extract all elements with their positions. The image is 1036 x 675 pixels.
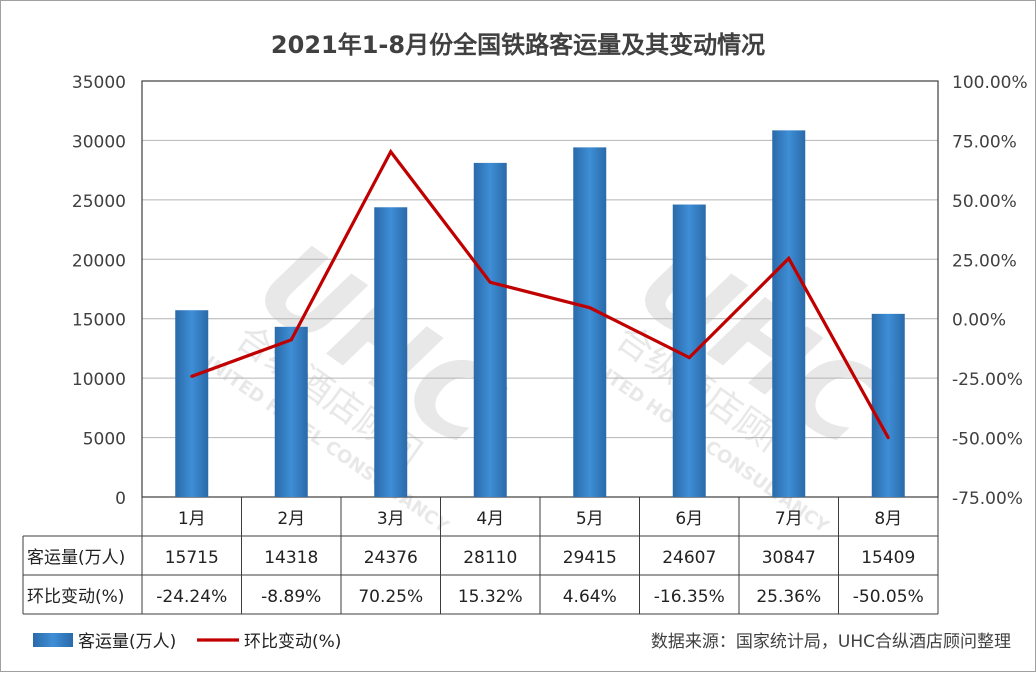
data-label: 14318 xyxy=(264,548,318,568)
y-left-tick-label: 10000 xyxy=(72,370,126,390)
y-axis-left: 35000 30000 25000 20000 15000 10000 5000 0 xyxy=(72,73,126,509)
y-right-tick-label: -50.00% xyxy=(952,430,1023,450)
series-line xyxy=(191,148,890,439)
bar xyxy=(573,147,607,497)
x-tick-label: 3月 xyxy=(377,509,405,529)
data-label: 24607 xyxy=(662,548,716,568)
y-left-tick-label: 5000 xyxy=(83,430,126,450)
data-label: 70.25% xyxy=(358,587,423,607)
data-label: 28110 xyxy=(463,548,517,568)
y-left-tick-label: 35000 xyxy=(72,73,126,93)
y-right-tick-label: 100.00% xyxy=(952,73,1028,93)
x-tick-label: 1月 xyxy=(178,509,206,529)
x-tick-label: 5月 xyxy=(576,509,604,529)
line-point xyxy=(389,150,393,154)
x-tick-label: 8月 xyxy=(874,509,902,529)
x-tick-label: 7月 xyxy=(775,509,803,529)
grid-lines xyxy=(141,80,939,498)
y-left-tick-label: 15000 xyxy=(72,311,126,331)
legend-label: 环比变动(%) xyxy=(244,632,341,652)
bar xyxy=(274,326,308,497)
y-left-tick-label: 30000 xyxy=(72,132,126,152)
bar xyxy=(473,162,507,497)
bar xyxy=(374,207,408,497)
data-label: 4.64% xyxy=(563,587,617,607)
x-tick-label: 4月 xyxy=(476,509,504,529)
y-right-tick-label: 0.00% xyxy=(952,311,1006,331)
legend-swatch-bar xyxy=(33,633,73,647)
y-right-tick-label: 50.00% xyxy=(952,192,1017,212)
line-point xyxy=(289,338,293,342)
legend: 客运量(万人) 环比变动(%) xyxy=(33,632,341,652)
data-label: 15715 xyxy=(165,548,219,568)
chart-title: 2021年1-8月份全国铁路客运量及其变动情况 xyxy=(271,31,765,59)
bar xyxy=(871,313,905,497)
legend-label: 客运量(万人) xyxy=(78,632,176,652)
line-point xyxy=(190,374,194,378)
line-point xyxy=(687,356,691,360)
y-left-tick-label: 20000 xyxy=(72,251,126,271)
line-point xyxy=(886,436,890,440)
y-right-tick-label: -25.00% xyxy=(952,370,1023,390)
line-point xyxy=(488,280,492,284)
y-right-tick-label: 25.00% xyxy=(952,251,1017,271)
table-row-label: 客运量(万人) xyxy=(27,548,125,568)
line-point xyxy=(787,256,791,260)
data-label: 24376 xyxy=(364,548,418,568)
bar xyxy=(772,130,806,497)
table-row-label: 环比变动(%) xyxy=(27,587,124,607)
y-right-tick-label: 75.00% xyxy=(952,132,1017,152)
y-right-tick-label: -75.00% xyxy=(952,489,1023,509)
data-label: 25.36% xyxy=(756,587,821,607)
x-tick-label: 2月 xyxy=(277,509,305,529)
data-label: -24.24% xyxy=(156,587,227,607)
data-label: 29415 xyxy=(563,548,617,568)
data-label: 15.32% xyxy=(458,587,523,607)
data-label: 15409 xyxy=(861,548,915,568)
line-series xyxy=(190,148,890,440)
data-label: 30847 xyxy=(762,548,816,568)
data-label: -16.35% xyxy=(654,587,725,607)
y-axis-right: 100.00% 75.00% 50.00% 25.00% 0.00% -25.00% -50… xyxy=(952,73,1028,509)
bar xyxy=(175,310,209,497)
data-label: -50.05% xyxy=(853,587,924,607)
line-point xyxy=(588,306,592,310)
y-left-tick-label: 25000 xyxy=(72,192,126,212)
data-label: -8.89% xyxy=(261,587,321,607)
y-left-tick-label: 0 xyxy=(115,489,126,509)
x-tick-label: 6月 xyxy=(675,509,703,529)
source-note: 数据来源：国家统计局，UHC合纵酒店顾问整理 xyxy=(651,632,1011,652)
